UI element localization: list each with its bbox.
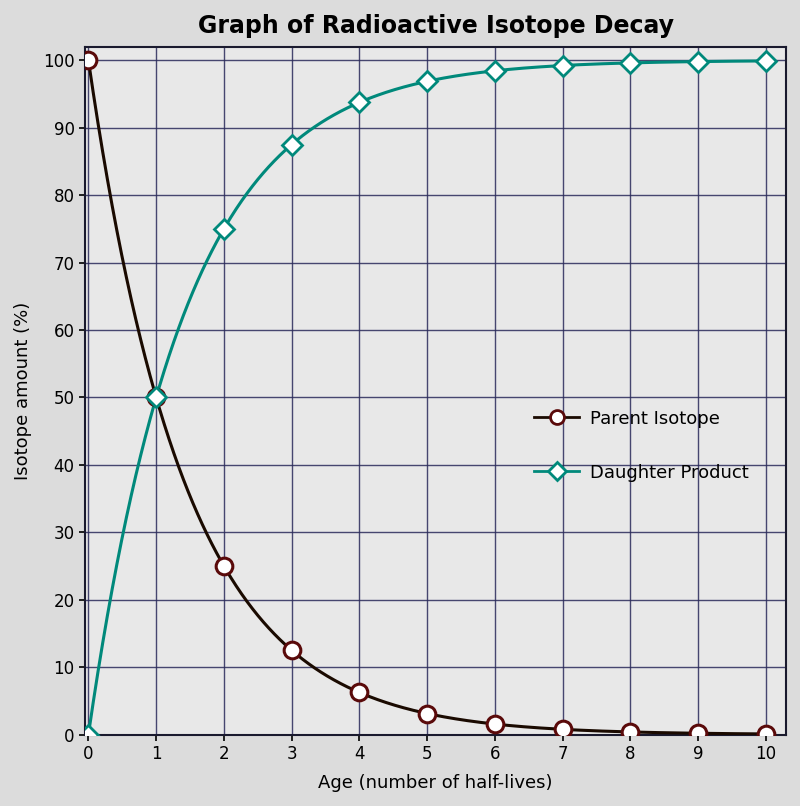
Title: Graph of Radioactive Isotope Decay: Graph of Radioactive Isotope Decay xyxy=(198,14,674,38)
X-axis label: Age (number of half-lives): Age (number of half-lives) xyxy=(318,774,553,792)
Legend: Parent Isotope, Daughter Product: Parent Isotope, Daughter Product xyxy=(527,402,756,489)
Y-axis label: Isotope amount (%): Isotope amount (%) xyxy=(14,301,32,480)
